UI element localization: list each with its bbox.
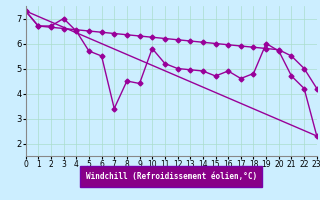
X-axis label: Windchill (Refroidissement éolien,°C): Windchill (Refroidissement éolien,°C) [86, 172, 257, 181]
